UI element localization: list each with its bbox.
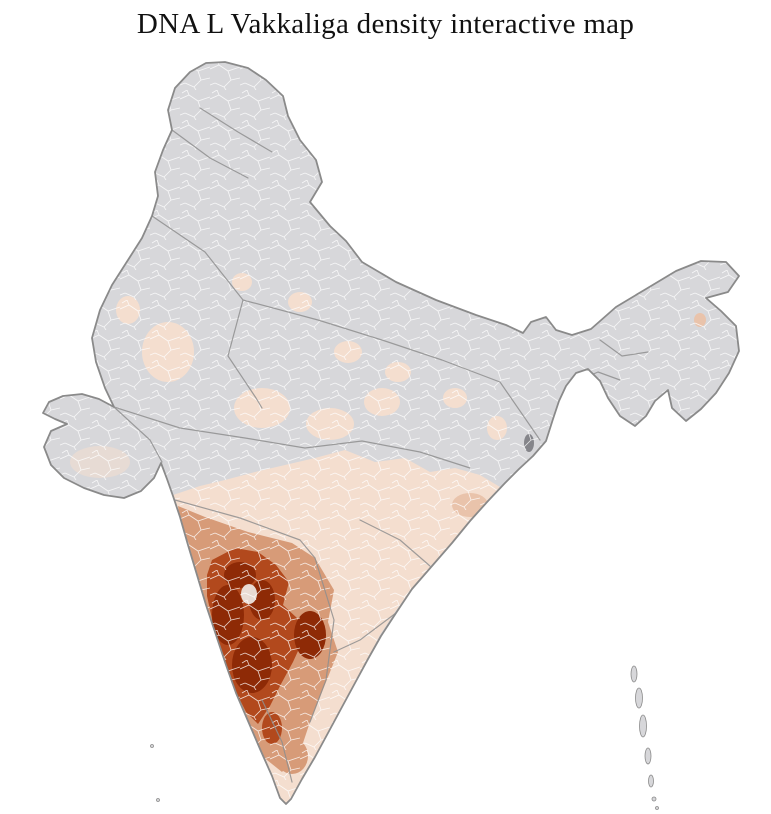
state-borders (113, 107, 649, 783)
high-density-south-district[interactable] (262, 712, 282, 744)
no-data-district-in-core[interactable] (241, 584, 257, 604)
lakshadweep-islands[interactable] (150, 744, 160, 802)
region-india-base[interactable] (43, 62, 739, 804)
country-outline (42, 61, 740, 805)
page-title: DNA L Vakkaliga density interactive map (136, 8, 635, 40)
urban-dark-patch[interactable] (524, 434, 534, 452)
andaman-nicobar-islands[interactable] (630, 665, 659, 810)
